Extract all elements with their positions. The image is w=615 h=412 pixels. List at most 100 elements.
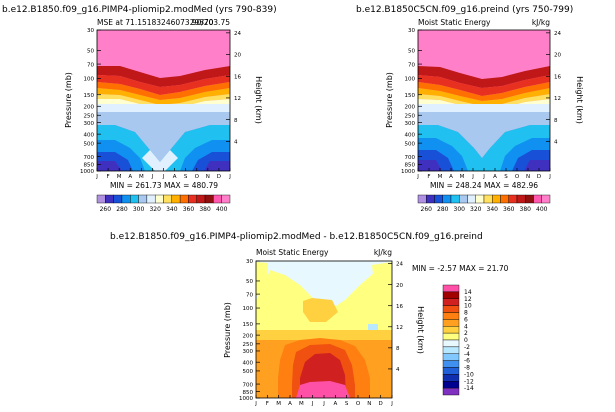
panel-3-ylabel-right: Height (km) <box>416 306 425 354</box>
y-right-tick-label: 20 <box>554 53 561 59</box>
panel-1-band-dark-red <box>97 66 230 87</box>
colorbar-cell <box>442 305 460 313</box>
x-tick-label: J <box>390 401 393 407</box>
y-right-tick-label: 24 <box>554 31 561 37</box>
panel-1-plot-area <box>96 29 231 172</box>
colorbar-cell <box>171 194 181 204</box>
y-tick-label: 300 <box>84 121 95 127</box>
colorbar-cell <box>442 353 460 361</box>
y-right-tick-label: 24 <box>234 31 241 37</box>
colorbar-cell <box>188 194 197 204</box>
panel-3-ylabel: Pressure (mb) <box>223 302 232 358</box>
x-tick-label: M <box>438 174 443 180</box>
colorbar-label: 280 <box>437 206 449 213</box>
x-tick-label: M <box>460 174 465 180</box>
y-right-tick-label: 24 <box>396 262 403 268</box>
y-right-tick-label: 20 <box>396 283 403 289</box>
colorbar-cell <box>442 367 460 375</box>
panel-3-stats: MIN = -2.57 MAX = 21.70 <box>412 264 509 273</box>
x-tick-label: A <box>333 401 337 407</box>
colorbar-label: 280 <box>116 206 128 213</box>
panel-1-band-light-blue <box>97 112 230 162</box>
colorbar-label: -14 <box>464 385 474 392</box>
x-tick-label: J <box>322 401 325 407</box>
colorbar-cell <box>146 194 156 204</box>
panel-2-band-pale <box>418 104 550 112</box>
panel-3-y-right-ticks: 24 20 16 12 8 4 <box>388 262 403 373</box>
y-tick-label: 30 <box>246 259 253 265</box>
colorbar-cell <box>450 194 460 204</box>
y-tick-label: 150 <box>243 322 254 328</box>
panel-1-ylabel-right: Height (km) <box>254 76 263 124</box>
y-right-tick-label: 8 <box>554 118 558 124</box>
colorbar-label: 360 <box>183 206 195 213</box>
x-tick-label: J <box>548 174 551 180</box>
panel-2-band-amber <box>418 88 550 106</box>
x-tick-label: O <box>356 401 361 407</box>
panel-3-upper-yellow-blob <box>303 298 338 322</box>
colorbar-cell <box>121 194 131 204</box>
y-tick-label: 500 <box>243 369 254 375</box>
panel-1-band-indigo-left <box>97 161 122 171</box>
y-tick-label: 50 <box>246 279 253 285</box>
panel-1-stats: MIN = 261.73 MAX = 480.79 <box>110 181 218 190</box>
y-tick-label: 1000 <box>401 169 415 175</box>
y-right-tick-label: 16 <box>554 74 561 80</box>
colorbar-label: 320 <box>149 206 161 213</box>
colorbar-cell <box>442 194 452 204</box>
colorbar-cell <box>442 360 460 368</box>
y-right-tick-label: 16 <box>234 74 241 80</box>
panel-2-band-orange <box>418 82 550 101</box>
x-tick-label: M <box>139 174 144 180</box>
colorbar-label: 400 <box>216 206 228 213</box>
panel-2: b.e12.B1850C5CN.f09_g16.preind (yrs 750-… <box>356 5 584 213</box>
colorbar-cell <box>442 339 460 348</box>
panel-2-stats: MIN = 248.24 MAX = 482.96 <box>430 181 538 190</box>
panel-3-subtitle-left: Moist Static Energy <box>256 248 329 257</box>
colorbar-label: 6 <box>464 316 468 323</box>
colorbar-label: 8 <box>464 310 468 317</box>
colorbar-cell <box>442 387 460 396</box>
panel-1-y-right-ticks: 24 20 16 12 8 4 <box>226 31 241 146</box>
x-tick-label: J <box>254 401 257 407</box>
x-tick-label: F <box>427 174 430 180</box>
y-right-tick-label: 8 <box>396 346 400 352</box>
colorbar-cell <box>442 284 460 293</box>
colorbar-label: 380 <box>199 206 211 213</box>
colorbar-label: 2 <box>464 330 468 337</box>
colorbar-label: -6 <box>464 358 470 365</box>
panel-3: b.e12.B1850.f09_g16.PIMP4-pliomip2.modMe… <box>110 232 509 407</box>
colorbar-label: 300 <box>454 206 466 213</box>
panel-3-left-yellow-strip <box>256 262 268 296</box>
y-tick-label: 850 <box>243 390 254 396</box>
x-tick-label: A <box>288 401 292 407</box>
x-tick-label: J <box>151 174 154 180</box>
colorbar-label: -10 <box>464 371 474 378</box>
panel-1-band-yellow <box>97 94 230 109</box>
colorbar-label: 260 <box>100 206 112 213</box>
y-tick-label: 500 <box>84 141 95 147</box>
x-tick-label: J <box>416 174 419 180</box>
x-tick-label: D <box>379 401 383 407</box>
y-right-tick-label: 4 <box>396 367 400 373</box>
colorbar-cell <box>442 381 460 389</box>
x-tick-label: J <box>311 401 314 407</box>
y-tick-label: 400 <box>405 132 416 138</box>
y-tick-label: 200 <box>84 104 95 110</box>
colorbar-label: -4 <box>464 351 470 358</box>
colorbar-label: 340 <box>166 206 178 213</box>
y-tick-label: 700 <box>84 155 95 161</box>
y-right-tick-label: 12 <box>554 96 561 102</box>
x-tick-label: O <box>195 174 200 180</box>
panel-3-left-orange-base <box>256 378 278 398</box>
colorbar-cell <box>442 326 460 334</box>
colorbar-cell <box>204 194 214 204</box>
panel-3-subtitle-right: kJ/kg <box>374 248 392 257</box>
panel-1-colorbar: 260 280 300 320 340 360 380 400 <box>96 194 231 213</box>
